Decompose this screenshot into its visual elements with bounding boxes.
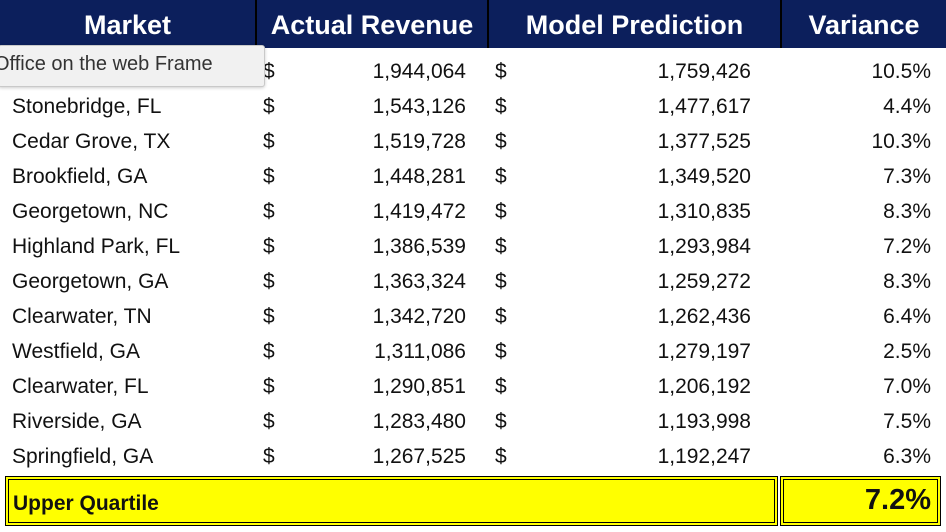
header-cell: Model Prediction (487, 0, 780, 48)
actual-revenue: 1,944,064 (372, 60, 466, 83)
market-cell: Highland Park, FL (12, 235, 181, 258)
currency-symbol: $ (263, 95, 275, 118)
actual-revenue: 1,519,728 (372, 130, 466, 153)
variance: 4.4% (883, 95, 931, 118)
variance: 7.3% (883, 165, 931, 188)
currency-symbol: $ (495, 270, 507, 293)
model-prediction: 1,293,984 (657, 235, 751, 258)
currency-symbol: $ (263, 130, 275, 153)
summary-value: 7.2% (864, 484, 931, 516)
actual-revenue: 1,342,720 (372, 305, 466, 328)
header-row: Market Actual Revenue Model Prediction Vari… (0, 0, 946, 48)
summary-value-cell: 7.2% (780, 476, 941, 526)
variance: 10.5% (871, 60, 931, 83)
currency-symbol: $ (263, 200, 275, 223)
model-prediction: 1,477,617 (657, 95, 751, 118)
currency-symbol: $ (495, 305, 507, 328)
model-prediction: 1,193,998 (657, 410, 751, 433)
actual-revenue: 1,363,324 (372, 270, 466, 293)
actual-revenue: 1,386,539 (372, 235, 466, 258)
market-cell: Westfield, GA (12, 340, 140, 363)
currency-symbol: $ (263, 60, 275, 83)
actual-revenue: 1,290,851 (372, 375, 466, 398)
currency-symbol: $ (495, 165, 507, 188)
currency-symbol: $ (495, 200, 507, 223)
model-prediction: 1,349,520 (657, 165, 751, 188)
market-cell: Riverside, GA (12, 410, 142, 433)
variance: 7.0% (883, 375, 931, 398)
market-cell: Clearwater, TN (12, 305, 152, 328)
currency-symbol: $ (495, 340, 507, 363)
currency-symbol: $ (263, 165, 275, 188)
actual-revenue: 1,267,525 (372, 445, 466, 468)
currency-symbol: $ (263, 305, 275, 328)
actual-revenue: 1,311,086 (374, 340, 466, 363)
currency-symbol: $ (495, 410, 507, 433)
variance: 6.4% (883, 305, 931, 328)
actual-revenue: 1,448,281 (372, 165, 466, 188)
variance: 8.3% (883, 270, 931, 293)
currency-symbol: $ (263, 340, 275, 363)
currency-symbol: $ (263, 235, 275, 258)
currency-symbol: $ (495, 130, 507, 153)
currency-symbol: $ (495, 95, 507, 118)
currency-symbol: $ (263, 375, 275, 398)
actual-revenue: 1,283,480 (372, 410, 466, 433)
model-prediction: 1,310,835 (657, 200, 751, 223)
tooltip-text: Office on the web Frame (0, 53, 213, 75)
currency-symbol: $ (495, 235, 507, 258)
variance: 7.5% (883, 410, 931, 433)
currency-symbol: $ (263, 270, 275, 293)
currency-symbol: $ (495, 375, 507, 398)
variance: 10.3% (871, 130, 931, 153)
market-cell: Stonebridge, FL (12, 95, 162, 118)
summary-label: Upper Quartile (13, 492, 159, 515)
header-cell: Variance (780, 0, 946, 48)
model-prediction: 1,377,525 (657, 130, 751, 153)
summary-label-cell: Upper Quartile (5, 476, 778, 526)
actual-revenue: 1,419,472 (372, 200, 466, 223)
variance: 6.3% (883, 445, 931, 468)
model-prediction: 1,192,247 (657, 445, 751, 468)
currency-symbol: $ (263, 410, 275, 433)
model-prediction: 1,206,192 (657, 375, 751, 398)
header-cell: Market (83, 10, 172, 40)
market-cell: Brookfield, GA (12, 165, 148, 188)
model-prediction: 1,759,426 (657, 60, 751, 83)
header-cell: Actual Revenue (255, 0, 487, 48)
variance: 7.2% (883, 235, 931, 258)
variance: 8.3% (883, 200, 931, 223)
variance: 2.5% (883, 340, 931, 363)
model-prediction: 1,262,436 (657, 305, 751, 328)
model-prediction: 1,259,272 (657, 270, 751, 293)
currency-symbol: $ (495, 445, 507, 468)
tooltip: Office on the web Frame (0, 45, 265, 87)
market-cell: Georgetown, NC (12, 200, 169, 223)
actual-revenue: 1,543,126 (372, 95, 466, 118)
market-cell: Cedar Grove, TX (12, 130, 171, 153)
market-cell: Springfield, GA (12, 445, 154, 468)
market-cell: Georgetown, GA (12, 270, 169, 293)
market-cell: Clearwater, FL (12, 375, 149, 398)
currency-symbol: $ (263, 445, 275, 468)
model-prediction: 1,279,197 (657, 340, 751, 363)
currency-symbol: $ (495, 60, 507, 83)
